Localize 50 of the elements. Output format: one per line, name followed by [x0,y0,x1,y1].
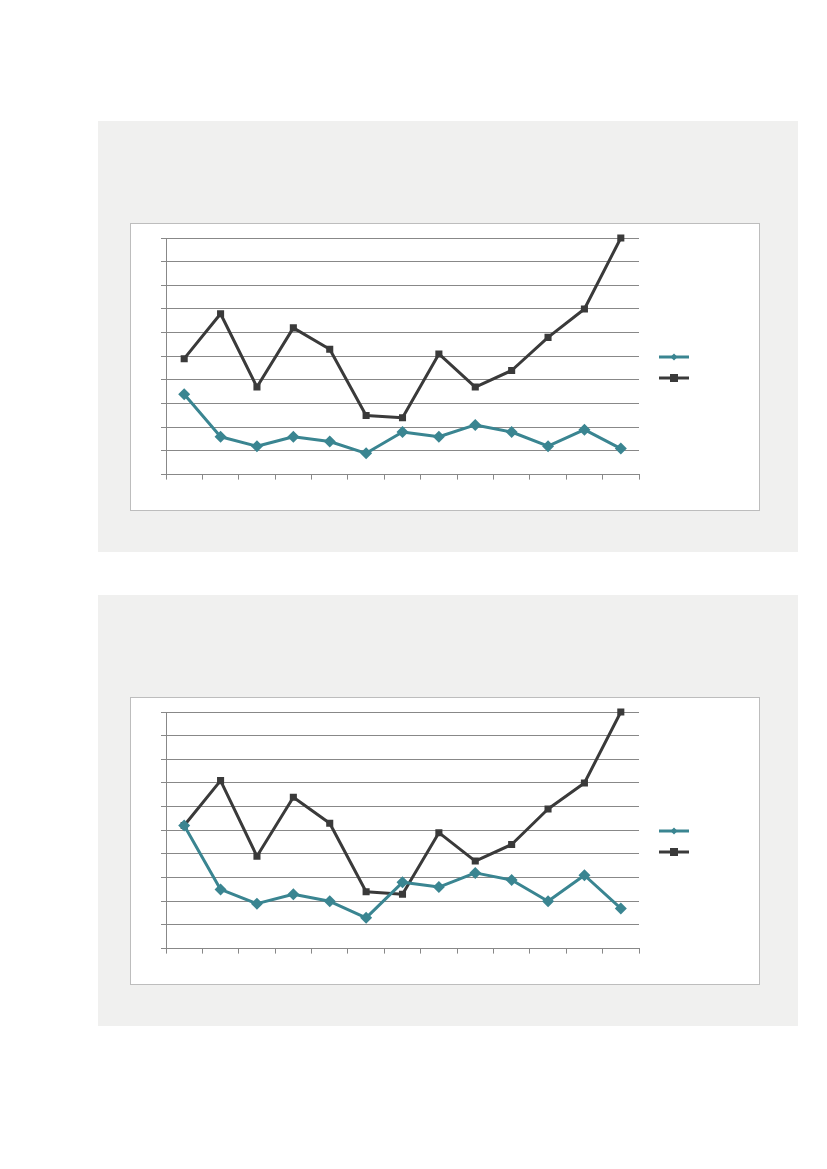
point [505,873,518,886]
point [253,852,261,860]
point [578,423,591,436]
point [326,345,334,353]
point [398,414,407,422]
point [362,888,370,896]
point [544,805,552,813]
point [432,430,445,443]
point [469,866,482,879]
point [178,388,191,401]
point [250,440,263,453]
point [323,895,336,908]
point [614,442,627,455]
point [617,234,625,242]
point [217,310,225,318]
point [326,819,334,827]
point [505,426,518,439]
point [469,418,482,431]
point [614,902,627,915]
point [180,355,188,363]
point [432,881,445,894]
point [362,411,370,419]
point [287,430,300,443]
point [578,869,591,882]
point [544,333,552,341]
point [214,883,227,896]
point [471,383,479,391]
point [289,793,297,801]
point [396,426,409,439]
point [617,708,625,716]
point [360,447,373,460]
point [508,840,516,849]
point [471,857,479,865]
point [435,350,443,358]
point [360,911,373,924]
point [289,324,297,332]
point [398,890,407,898]
point [396,876,409,889]
point [435,829,443,837]
point [580,305,588,313]
point [214,430,227,443]
point [287,888,300,901]
point [542,440,555,453]
point [508,366,516,375]
point [323,435,336,448]
point [250,897,263,910]
point [542,895,555,908]
point [253,383,261,391]
point [580,779,588,787]
point [217,777,225,785]
